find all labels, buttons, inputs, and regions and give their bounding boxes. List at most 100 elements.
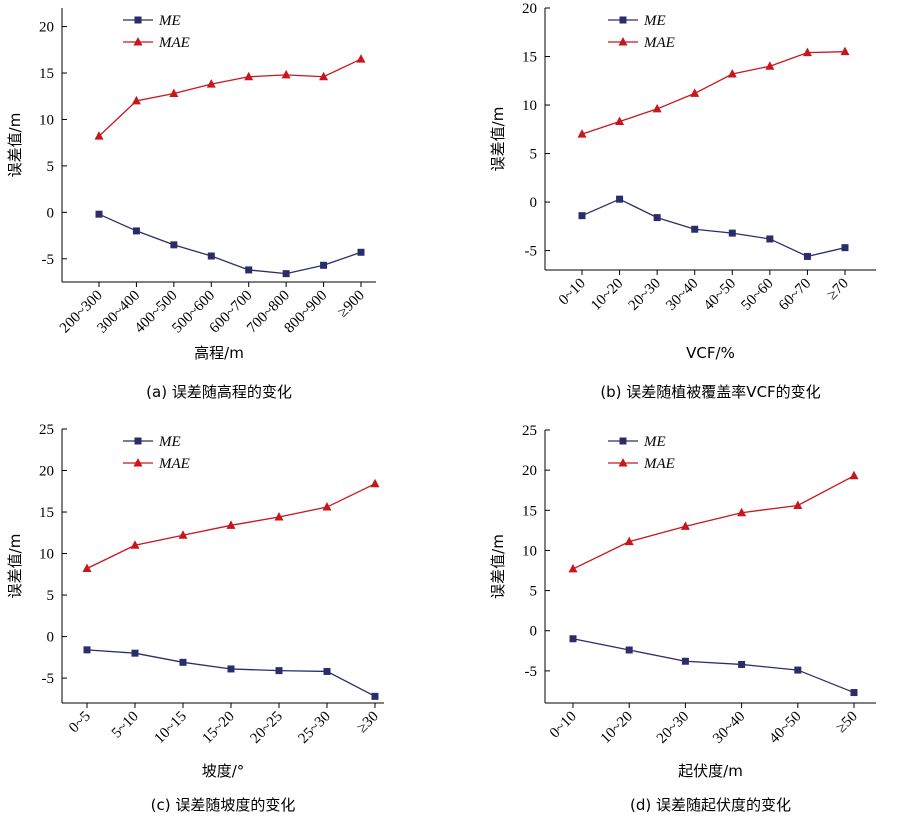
legend-marker-mae (133, 37, 143, 46)
data-point-me (179, 658, 187, 666)
y-tick-label: 20 (39, 20, 54, 36)
data-point-me (569, 635, 577, 643)
data-point-me (850, 689, 858, 697)
panel-caption: (c) 误差随坡度的变化 (151, 796, 296, 814)
data-point-me (578, 212, 586, 220)
y-tick-label: -5 (42, 671, 55, 687)
data-point-me (245, 266, 253, 274)
data-point-mae (568, 563, 578, 573)
data-point-mae (322, 502, 332, 511)
y-tick-label: 20 (39, 464, 54, 480)
x-tick-label: 30~40 (710, 709, 748, 747)
y-tick-label: 10 (39, 112, 54, 128)
x-tick-label: ≥70 (824, 276, 852, 304)
data-point-mae (130, 540, 140, 549)
data-point-mae (624, 536, 634, 546)
series-line-me (581, 198, 846, 258)
x-tick-label: 10~20 (598, 709, 636, 747)
data-point-mae (178, 530, 188, 539)
x-axis-title: 高程/m (194, 344, 244, 362)
legend-label-me: ME (158, 13, 181, 29)
y-tick-label: 5 (530, 147, 538, 163)
data-point-me (207, 252, 215, 260)
y-axis-title: 误差值/m (6, 534, 24, 599)
data-point-mae (206, 79, 216, 88)
series-line-mae (98, 58, 362, 137)
x-axis-title: VCF/% (686, 344, 735, 362)
y-tick-label: 15 (522, 503, 537, 519)
x-tick-label: 0~10 (556, 276, 589, 309)
panel-caption: (a) 误差随高程的变化 (146, 383, 292, 401)
panel-caption: (d) 误差随起伏度的变化 (630, 796, 791, 814)
x-tick-label: 5~10 (109, 709, 142, 742)
data-point-me (371, 692, 379, 700)
data-point-me (275, 667, 283, 675)
data-point-mae (319, 71, 329, 81)
legend-marker-me (134, 437, 142, 445)
y-tick-label: 20 (522, 1, 537, 17)
y-tick-label: 0 (530, 195, 538, 211)
chart-panel-3: -5 0 5 10 15 20 25 0~5 5~10 10~15 15~20 20~25 25~30 ≥… (6, 422, 384, 814)
data-point-me (320, 261, 328, 269)
data-point-me (323, 667, 331, 675)
legend-label-me: ME (643, 434, 666, 450)
x-tick-label: 30~40 (663, 276, 701, 314)
data-point-mae (793, 500, 803, 509)
series-line-mae (572, 475, 855, 570)
y-tick-label: 0 (47, 630, 55, 646)
legend-label-me: ME (158, 434, 181, 450)
data-point-me (227, 665, 235, 673)
x-tick-label: ≥50 (833, 709, 861, 737)
x-tick-label: 20~30 (654, 709, 692, 747)
y-tick-label: 10 (522, 98, 537, 114)
data-point-me (766, 235, 774, 243)
data-point-me (691, 225, 699, 233)
x-tick-label: ≥30 (354, 709, 382, 737)
legend-marker-me (619, 16, 627, 24)
data-point-me (170, 241, 178, 249)
data-point-mae (840, 46, 850, 56)
series-line-me (98, 213, 362, 275)
x-tick-label: ≥900 (335, 288, 368, 321)
data-point-me (738, 660, 746, 668)
series-line-me (86, 649, 376, 697)
y-tick-label: 25 (39, 422, 54, 438)
data-point-mae (802, 47, 812, 57)
data-point-me (357, 248, 365, 256)
data-point-me (728, 229, 736, 237)
x-tick-label: 10~20 (588, 276, 626, 314)
x-tick-label: 0~5 (66, 709, 94, 737)
y-axis-title: 误差值/m (489, 107, 507, 172)
data-point-mae (652, 103, 662, 113)
data-point-me (132, 227, 140, 235)
y-tick-label: 0 (47, 205, 55, 221)
data-point-mae (577, 129, 587, 138)
data-point-me (803, 252, 811, 260)
chart-panel-4: -5 0 5 10 15 20 25 0~10 10~20 20~30 30~40 40~50 ≥50 误… (489, 423, 876, 814)
data-point-mae (356, 54, 366, 63)
data-point-me (95, 210, 103, 218)
x-tick-label: 40~50 (701, 276, 739, 314)
x-tick-label: 25~30 (296, 709, 334, 747)
data-point-me (625, 646, 633, 654)
legend-label-mae: MAE (643, 35, 675, 51)
y-tick-label: -5 (525, 244, 538, 260)
legend-label-mae: MAE (158, 35, 190, 51)
data-point-mae (94, 131, 104, 140)
chart-panel-2: -5 0 5 10 15 20 0~10 10~20 20~30 30~40 40~50 50~60 6… (489, 1, 876, 401)
data-point-me (794, 666, 802, 674)
data-point-mae (131, 95, 141, 105)
x-axis-title: 坡度/° (202, 762, 245, 780)
data-point-mae (274, 512, 284, 521)
data-point-mae (82, 563, 92, 572)
y-tick-label: 5 (47, 588, 55, 604)
legend-label-me: ME (643, 13, 666, 29)
legend-marker-mae (618, 458, 628, 467)
data-point-mae (615, 116, 625, 126)
data-point-mae (690, 88, 700, 97)
y-tick-label: 15 (522, 50, 537, 66)
chart-panel-1: -505101520200~300300~400400~500500~60060… (6, 8, 376, 401)
x-tick-label: 60~70 (776, 276, 814, 314)
y-tick-label: 15 (39, 505, 54, 521)
